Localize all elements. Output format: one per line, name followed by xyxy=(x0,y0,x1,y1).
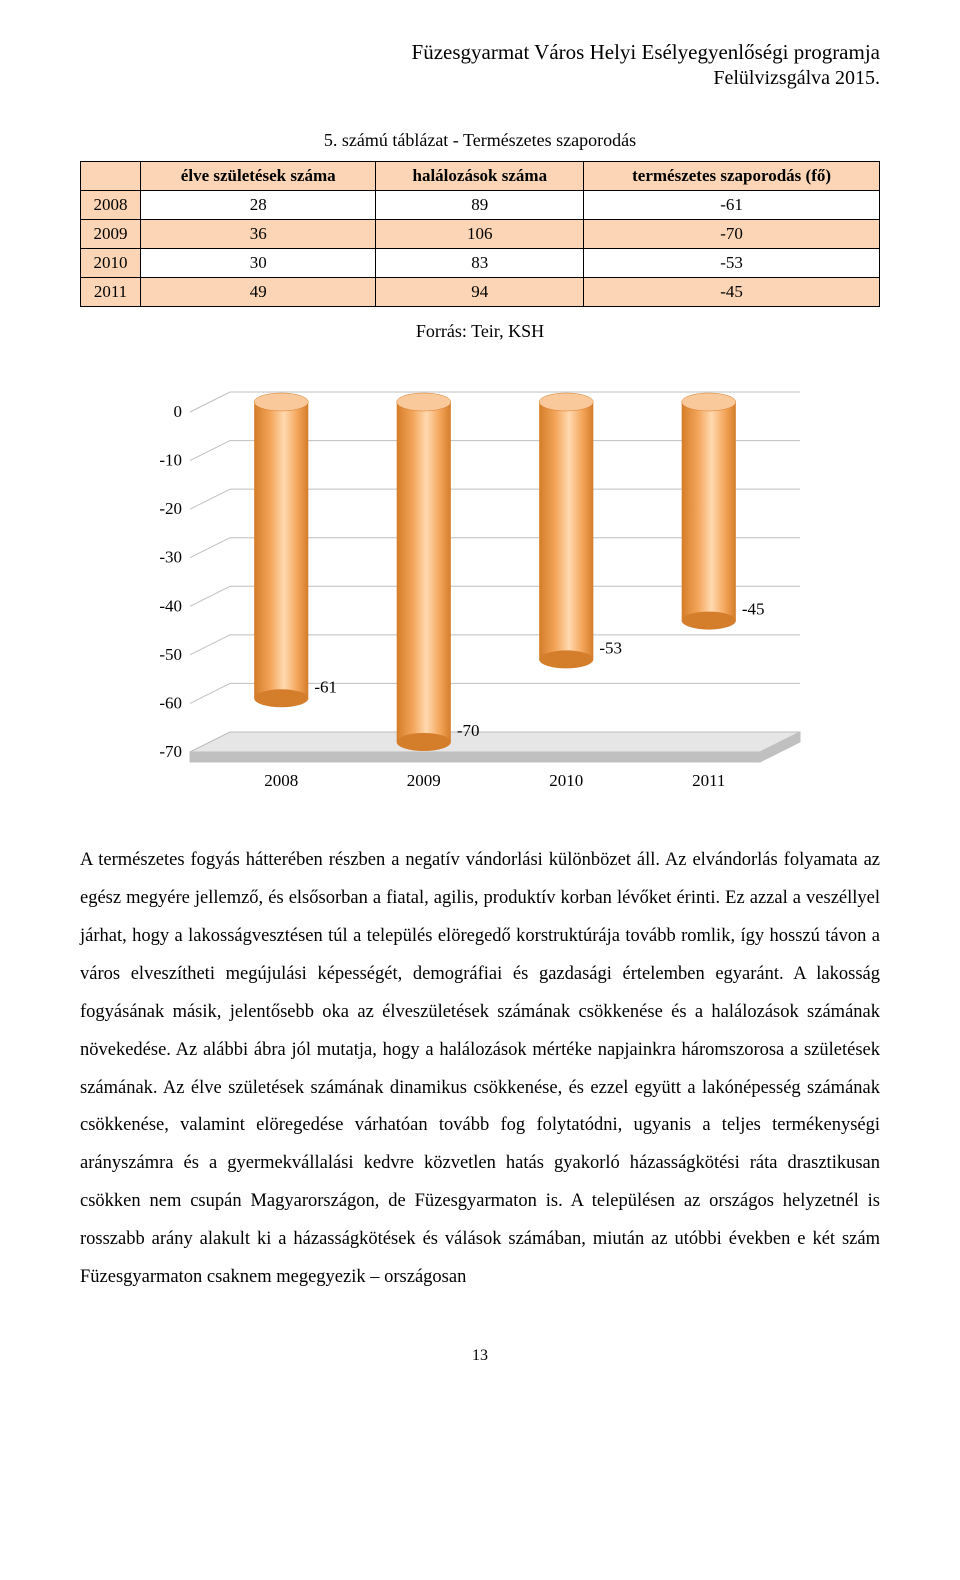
header-title: Füzesgyarmat Város Helyi Esélyegyenlőség… xyxy=(80,40,880,65)
svg-text:-60: -60 xyxy=(159,693,182,712)
svg-text:-50: -50 xyxy=(159,645,182,664)
table-header-cell: halálozások száma xyxy=(376,162,584,191)
table-row: 20114994-45 xyxy=(81,278,880,307)
chart-svg: 0 -10 -20 -30 -40 -50 -60 -70 -61 2008 -70 2009 -53 2… xyxy=(120,372,840,802)
table-header-cell: természetes szaporodás (fő) xyxy=(584,162,880,191)
table-row: 20103083-53 xyxy=(81,249,880,278)
svg-text:-70: -70 xyxy=(457,721,480,740)
value-cell: -61 xyxy=(584,191,880,220)
natural-decrease-chart: 0 -10 -20 -30 -40 -50 -60 -70 -61 2008 -70 2009 -53 2… xyxy=(120,372,840,802)
year-cell: 2008 xyxy=(81,191,141,220)
table-row: 200936106-70 xyxy=(81,220,880,249)
svg-text:-61: -61 xyxy=(314,677,337,696)
data-table: élve születések számahalálozások számate… xyxy=(80,161,880,307)
table-header-cell: élve születések száma xyxy=(141,162,376,191)
svg-text:-30: -30 xyxy=(159,548,182,567)
svg-text:-53: -53 xyxy=(599,638,622,657)
value-cell: 28 xyxy=(141,191,376,220)
value-cell: 89 xyxy=(376,191,584,220)
value-cell: 30 xyxy=(141,249,376,278)
svg-text:-10: -10 xyxy=(159,451,182,470)
svg-text:-20: -20 xyxy=(159,499,182,518)
year-cell: 2010 xyxy=(81,249,141,278)
svg-text:2009: 2009 xyxy=(407,771,441,790)
svg-text:-40: -40 xyxy=(159,596,182,615)
year-cell: 2009 xyxy=(81,220,141,249)
value-cell: 83 xyxy=(376,249,584,278)
table-title: 5. számú táblázat - Természetes szaporod… xyxy=(80,130,880,151)
value-cell: 49 xyxy=(141,278,376,307)
year-cell: 2011 xyxy=(81,278,141,307)
header-subtitle: Felülvizsgálva 2015. xyxy=(80,67,880,90)
svg-text:2010: 2010 xyxy=(549,771,583,790)
table-row: 20082889-61 xyxy=(81,191,880,220)
value-cell: -45 xyxy=(584,278,880,307)
value-cell: -70 xyxy=(584,220,880,249)
svg-text:2011: 2011 xyxy=(692,771,725,790)
table-header-row: élve születések számahalálozások számate… xyxy=(81,162,880,191)
value-cell: -53 xyxy=(584,249,880,278)
value-cell: 106 xyxy=(376,220,584,249)
svg-text:-45: -45 xyxy=(742,600,765,619)
body-paragraph: A természetes fogyás hátterében részben … xyxy=(80,842,880,1297)
source-text: Forrás: Teir, KSH xyxy=(80,321,880,342)
value-cell: 36 xyxy=(141,220,376,249)
svg-text:2008: 2008 xyxy=(264,771,298,790)
page-header: Füzesgyarmat Város Helyi Esélyegyenlőség… xyxy=(80,40,880,90)
table-header-stub xyxy=(81,162,141,191)
table-body: 20082889-61200936106-7020103083-53201149… xyxy=(81,191,880,307)
value-cell: 94 xyxy=(376,278,584,307)
page-number: 13 xyxy=(80,1347,880,1365)
svg-text:0: 0 xyxy=(174,402,183,421)
svg-text:-70: -70 xyxy=(159,742,182,761)
